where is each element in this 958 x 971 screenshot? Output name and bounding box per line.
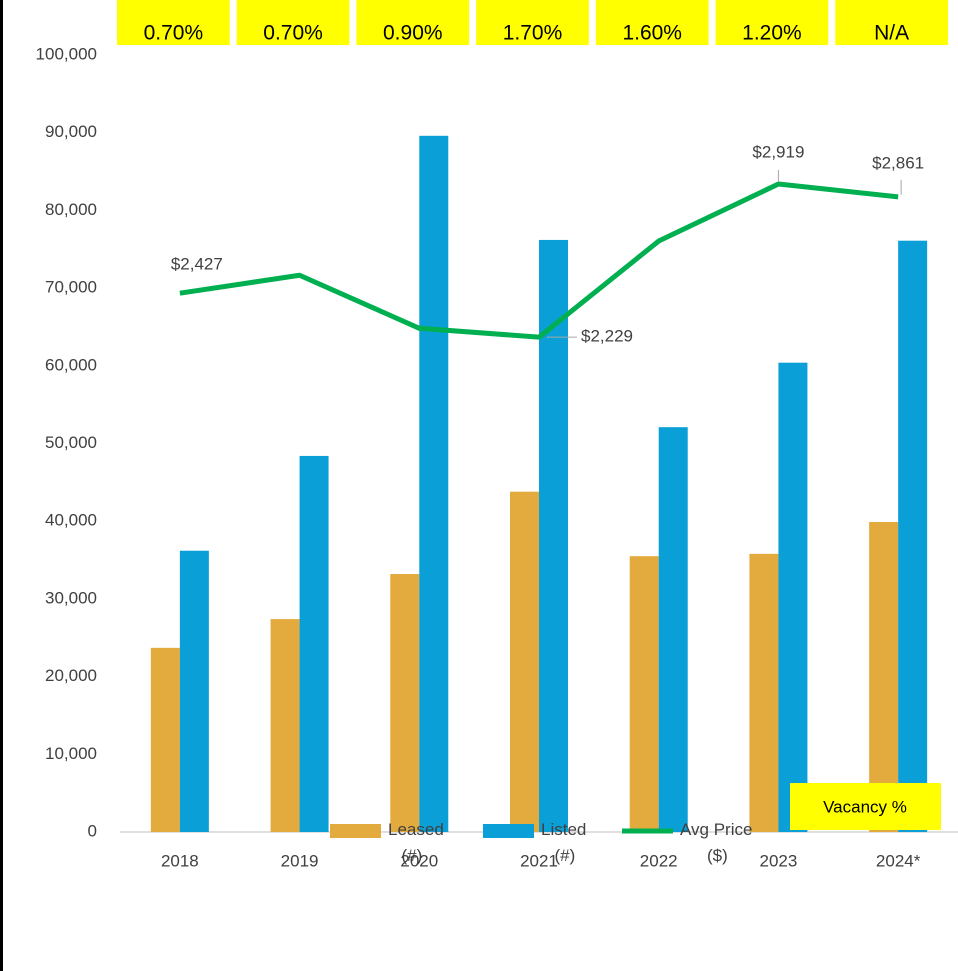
x-tick-label: 2022	[640, 851, 678, 870]
bar	[898, 240, 928, 832]
x-tick-label: 2021	[520, 851, 558, 870]
y-tick-label: 20,000	[45, 666, 97, 685]
bar	[299, 455, 329, 832]
vacancy-label: 1.20%	[742, 22, 802, 45]
legend-vacancy-box	[790, 783, 941, 830]
legend-line: Listed	[541, 820, 586, 839]
x-tick-label: 2020	[400, 851, 438, 870]
y-tick-label: 0	[88, 821, 97, 840]
bar	[778, 362, 808, 832]
x-tick-label: 2019	[281, 851, 319, 870]
vacancy-label: 1.70%	[503, 22, 563, 45]
bar	[869, 521, 899, 832]
y-tick-label: 70,000	[45, 278, 97, 297]
vacancy-box	[595, 0, 709, 45]
vacancy-label: N/A	[874, 22, 909, 45]
legend-swatch	[483, 824, 534, 838]
legend-label: Leased (#)	[388, 820, 444, 865]
vacancy-box	[356, 0, 470, 45]
x-tick-label: 2024*	[876, 851, 921, 870]
data-label: $2,427	[171, 255, 223, 274]
y-tick-label: 90,000	[45, 122, 97, 141]
legend-vacancy-label: Vacancy %	[823, 797, 907, 816]
left-border	[0, 0, 3, 971]
y-tick-label: 10,000	[45, 744, 97, 763]
vacancy-label: 1.60%	[622, 22, 682, 45]
x-tick-label: 2023	[760, 851, 798, 870]
vacancy-label: 0.90%	[383, 22, 443, 45]
data-label: $2,229	[581, 327, 633, 346]
data-label: $2,919	[752, 142, 804, 161]
vacancy-label: 0.70%	[263, 22, 323, 45]
legend-label: Avg Price ($)	[680, 820, 752, 865]
bar	[179, 550, 209, 832]
bar	[749, 553, 779, 832]
legend-line: (#)	[402, 846, 423, 865]
bar	[150, 647, 180, 832]
bar	[419, 135, 449, 833]
bar	[629, 556, 659, 832]
legend-line: Leased	[388, 820, 444, 839]
vacancy-box	[117, 0, 230, 45]
bar	[539, 239, 568, 832]
y-tick-label: 30,000	[45, 588, 97, 607]
price-line	[179, 181, 899, 340]
legend-line: (#)	[555, 846, 576, 865]
vacancy-label: 0.70%	[144, 22, 204, 45]
vacancy-box	[476, 0, 589, 45]
x-tick-label: 2018	[161, 851, 199, 870]
vacancy-box	[715, 0, 829, 45]
legend-label: Listed (#)	[541, 820, 586, 865]
vacancy-box	[236, 0, 350, 45]
legend-line: Avg Price	[680, 820, 752, 839]
y-tick-label: 80,000	[45, 200, 97, 219]
vacancy-box	[835, 0, 948, 45]
bar	[270, 619, 300, 832]
y-tick-label: 40,000	[45, 511, 97, 530]
bar	[510, 491, 539, 832]
legend-swatch	[330, 824, 381, 838]
bar	[390, 574, 420, 832]
legend-line: ($)	[707, 846, 728, 865]
bar	[658, 427, 688, 832]
y-tick-label: 60,000	[45, 355, 97, 374]
y-tick-label: 50,000	[45, 433, 97, 452]
data-label: $2,861	[872, 153, 924, 172]
y-tick-label: 100,000	[36, 44, 97, 63]
